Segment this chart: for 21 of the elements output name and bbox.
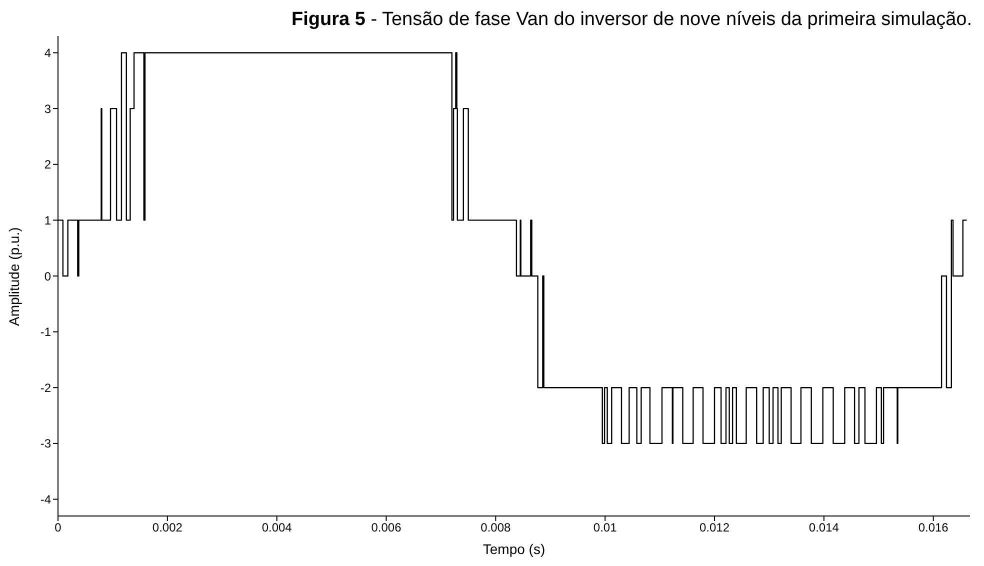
chart-title: Figura 5 - Tensão de fase Van do inversor de nove níveis da primeira simulação.: [290, 8, 973, 32]
y-tick-label: 2: [44, 158, 52, 172]
x-tick-label: 0.01: [593, 520, 618, 535]
y-axis-title: Amplitude (p.u.): [6, 227, 22, 326]
x-tick-label: 0.008: [480, 520, 512, 535]
x-tick-label: 0: [54, 520, 62, 535]
x-tick-label: 0.004: [262, 520, 292, 535]
y-tick-label: -3: [40, 436, 52, 451]
y-tick-label: 3: [44, 102, 52, 116]
y-tick-label: -2: [40, 380, 52, 395]
x-tick-label: 0.012: [699, 520, 730, 535]
y-tick-label: 1: [44, 213, 52, 228]
x-tick-label: 0.006: [371, 520, 402, 535]
x-tick-label: 0.002: [152, 520, 183, 535]
y-tick-label: 4: [44, 46, 52, 60]
x-tick-label: 0.016: [918, 520, 949, 535]
x-axis-title: Tempo (s): [482, 541, 546, 557]
x-tick-label: 0.014: [808, 520, 840, 535]
y-tick-label: -4: [40, 492, 52, 507]
y-tick-label: -1: [40, 325, 52, 340]
y-tick-label: 0: [44, 269, 52, 284]
